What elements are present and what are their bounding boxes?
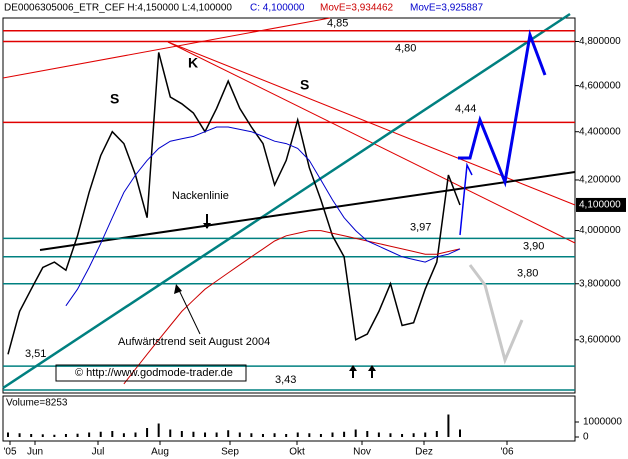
arrow-head xyxy=(349,365,357,371)
volume-frame xyxy=(2,395,576,442)
header-ma2: MovE=3,925887 xyxy=(410,3,484,14)
y-tick-label: 3,800000 xyxy=(579,278,621,289)
header-symbol: DE0006305006_ETR_CEF H:4,150000 L:4,1000… xyxy=(4,3,232,14)
level-label: 4,80 xyxy=(395,42,416,54)
uptrend-line xyxy=(2,12,571,390)
series-line xyxy=(7,52,461,355)
header-ma1: MovE=3,934462 xyxy=(320,3,394,14)
x-tick-label: Okt xyxy=(289,447,305,458)
header-bar xyxy=(0,0,628,16)
x-tick-label: Nov xyxy=(353,447,371,458)
x-tick-label: Dez xyxy=(415,447,433,458)
series-line xyxy=(123,230,461,385)
x-tick-label: Jul xyxy=(92,447,105,458)
plot-frame xyxy=(2,17,576,394)
annotation: Aufwärtstrend seit August 2004 xyxy=(118,336,270,348)
y-tick-label: 4,800000 xyxy=(579,36,621,47)
volume-tick-label: 1000000 xyxy=(583,417,622,428)
level-label: 4,85 xyxy=(327,18,348,30)
arrow-head xyxy=(203,223,211,229)
level-label: 3,80 xyxy=(517,268,538,280)
annotation: S xyxy=(300,77,309,93)
annotation: Nackenlinie xyxy=(172,190,229,202)
copyright-box xyxy=(55,364,247,382)
x-tick-label: Sep xyxy=(221,447,239,458)
volume-tick-label: 0 xyxy=(583,432,589,443)
projection xyxy=(468,264,524,365)
projection xyxy=(458,29,547,188)
arrow-head xyxy=(174,284,182,294)
level-label: 3,51 xyxy=(25,348,46,360)
y-tick-label: 4,400000 xyxy=(579,126,621,137)
level-label: 4,44 xyxy=(455,103,476,115)
x-tick-label: Aug xyxy=(151,447,169,458)
arrow xyxy=(177,287,201,335)
level-label: 3,90 xyxy=(523,241,544,253)
header-close: C: 4,100000 xyxy=(250,3,305,14)
y-tick-label: 4,200000 xyxy=(579,175,621,186)
x-tick-label: '06 xyxy=(500,447,513,458)
y-tick-label: 3,600000 xyxy=(579,334,621,345)
last-price-label: 4,100000 xyxy=(579,200,621,211)
trendline xyxy=(2,17,331,79)
trendline xyxy=(167,41,576,244)
volume-label: Volume=8253 xyxy=(6,398,68,409)
last-price-box xyxy=(576,197,626,212)
y-tick-label: 4,000000 xyxy=(579,225,621,236)
level-label: 3,43 xyxy=(275,374,296,386)
y-tick-label: 4,600000 xyxy=(579,80,621,91)
series-line xyxy=(65,126,461,307)
arrow-head xyxy=(368,365,376,371)
annotation: © http://www.godmode-trader.de xyxy=(75,367,233,379)
x-tick-label: '05 xyxy=(3,447,16,458)
projection xyxy=(459,162,473,236)
neckline xyxy=(39,171,576,251)
level-label: 3,97 xyxy=(410,221,431,233)
annotation: S xyxy=(110,91,119,107)
x-tick-label: Jun xyxy=(27,447,43,458)
annotation: K xyxy=(188,55,198,71)
